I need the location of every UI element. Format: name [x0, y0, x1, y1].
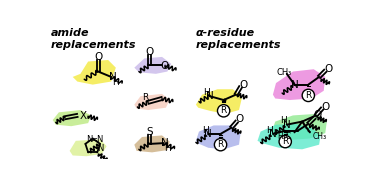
Polygon shape [271, 114, 327, 140]
Text: R: R [282, 137, 288, 146]
Text: α-residue
replacements: α-residue replacements [196, 28, 281, 50]
Text: N: N [204, 129, 212, 139]
Circle shape [218, 105, 230, 117]
Text: X: X [80, 111, 87, 121]
Text: CH₃: CH₃ [313, 132, 327, 141]
Text: O: O [239, 80, 248, 90]
Text: CH: CH [277, 68, 289, 77]
Circle shape [215, 139, 227, 151]
Text: N: N [97, 144, 103, 153]
Text: H: H [202, 125, 208, 135]
Polygon shape [257, 124, 321, 149]
Text: N: N [269, 129, 277, 139]
Polygon shape [134, 94, 170, 110]
Text: O: O [94, 52, 102, 62]
Text: H: H [164, 144, 171, 153]
Polygon shape [70, 139, 107, 156]
Text: H: H [203, 88, 210, 97]
Polygon shape [134, 57, 171, 74]
Text: S: S [146, 127, 153, 137]
Text: O: O [324, 64, 333, 74]
Text: H: H [267, 125, 273, 135]
Polygon shape [134, 136, 170, 152]
Text: N: N [161, 138, 169, 148]
Circle shape [302, 89, 314, 101]
Text: R: R [142, 93, 148, 102]
Text: N: N [86, 135, 92, 144]
Text: R: R [221, 106, 227, 115]
Polygon shape [73, 60, 116, 85]
Polygon shape [273, 69, 325, 100]
Polygon shape [196, 125, 241, 149]
Text: R: R [305, 91, 311, 100]
Text: N: N [109, 72, 116, 82]
Text: =N: =N [90, 135, 103, 144]
Text: H₃C: H₃C [277, 132, 291, 141]
Text: O: O [313, 110, 322, 120]
Text: amide
replacements: amide replacements [51, 28, 136, 50]
Text: ₃: ₃ [288, 68, 291, 77]
Text: O: O [236, 114, 244, 124]
Circle shape [279, 136, 291, 148]
Text: N: N [291, 80, 299, 90]
Text: N: N [206, 91, 214, 101]
Text: O: O [146, 47, 154, 57]
Text: N: N [283, 120, 291, 130]
Polygon shape [53, 110, 91, 126]
Text: H: H [280, 116, 287, 125]
Text: R: R [218, 140, 224, 149]
Text: O: O [160, 61, 169, 71]
Polygon shape [196, 89, 242, 114]
Text: H: H [112, 78, 118, 87]
Text: O: O [321, 102, 329, 112]
